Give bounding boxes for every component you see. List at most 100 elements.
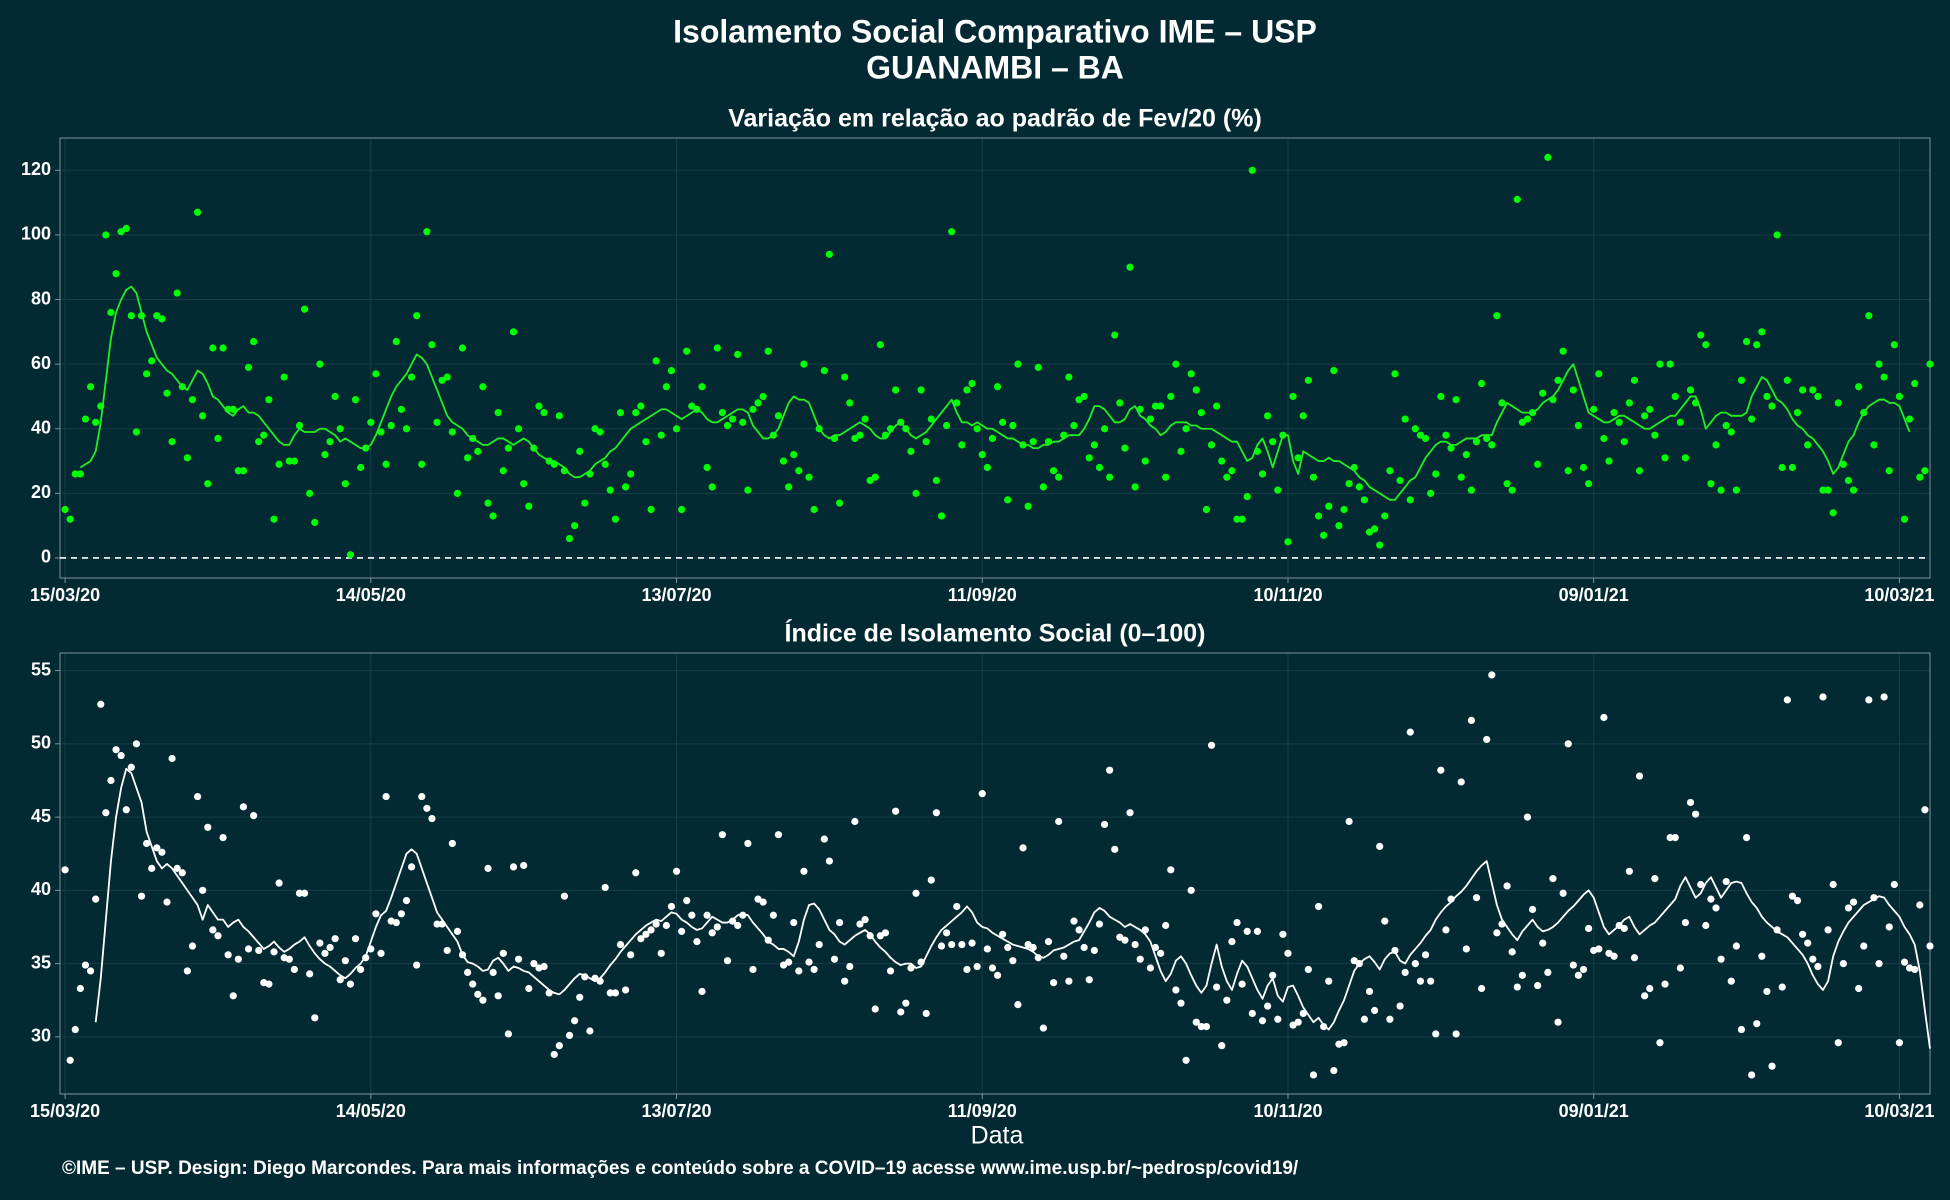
data-point [1248,166,1256,174]
data-point [234,955,242,963]
data-point [509,328,518,336]
data-point [525,502,533,510]
data-point [1095,463,1104,472]
data-point [143,370,151,378]
data-point [1814,392,1822,401]
x-tick-label: 10/03/21 [1864,585,1934,605]
data-point [1141,457,1149,465]
data-point [1167,866,1175,874]
data-point [1238,515,1246,523]
data-point [1126,263,1134,271]
data-point [576,993,584,1001]
data-point [509,863,518,871]
data-point [683,347,691,355]
chart-subtitle: GUANAMBI – BA [866,49,1124,85]
data-point [1579,463,1588,472]
data-point [1320,1023,1328,1031]
data-point [1737,1025,1746,1034]
data-point [657,431,665,439]
data-point [351,935,360,943]
data-point [1559,889,1567,897]
data-point [520,480,528,488]
x-tick-label: 14/05/20 [336,585,406,605]
y-tick-label: 0 [41,547,51,567]
data-point [1799,930,1807,938]
data-point [499,949,507,957]
data-point [1238,980,1246,988]
data-point [1799,386,1807,394]
data-point [392,918,400,927]
data-point [81,415,90,423]
data-point [667,902,676,911]
data-point [841,977,849,985]
data-point [988,964,997,972]
data-point [306,970,314,978]
data-point [122,224,130,233]
data-point [1732,486,1740,494]
data-point [1488,671,1496,679]
data-point [244,945,253,953]
data-point [479,383,487,391]
data-point [458,344,467,352]
data-point [1692,810,1700,818]
data-point [876,341,884,349]
data-point [76,984,84,993]
data-point [1065,373,1073,381]
data-point [1875,960,1883,968]
data-point [1009,421,1017,430]
data-point [1498,399,1506,407]
data-point [968,939,976,947]
x-tick-label: 10/11/20 [1253,1101,1322,1121]
data-point [260,431,268,439]
data-point [280,373,288,381]
data-point [800,360,808,368]
data-point [1717,955,1725,963]
data-point [1595,945,1603,953]
data-point [1630,376,1639,384]
data-point [1819,693,1827,701]
data-point [1900,958,1909,966]
data-point [1106,766,1114,774]
data-point [688,911,696,919]
data-point [1666,834,1674,842]
panel-title: Variação em relação ao padrão de Fev/20 … [728,105,1262,133]
data-point [978,790,986,798]
data-point [1681,918,1690,927]
data-point [1758,952,1766,960]
data-point [1345,817,1353,826]
chart-title: Isolamento Social Comparativo IME – USP [673,13,1317,49]
data-point [540,408,548,417]
data-point [1722,421,1730,430]
data-point [1783,696,1791,704]
data-point [621,986,630,994]
data-point [1697,331,1705,339]
data-point [413,961,421,969]
y-tick-label: 40 [31,417,51,437]
data-point [1829,880,1837,889]
data-point [1860,942,1868,950]
data-point [489,968,497,976]
data-point [1788,463,1797,472]
data-point [1330,1066,1338,1075]
data-point [1875,360,1883,368]
data-point [1223,996,1231,1004]
data-point [300,305,309,313]
data-point [1783,376,1791,384]
data-point [433,418,441,426]
data-point [815,940,823,949]
data-point [1452,1030,1460,1038]
x-tick-label: 14/05/20 [336,1101,406,1121]
data-point [1172,986,1180,994]
data-point [698,383,706,391]
data-point [1671,392,1679,401]
data-point [377,949,385,957]
data-point [244,363,253,371]
data-point [1090,946,1098,955]
data-point [718,831,726,839]
data-point [1472,894,1481,902]
data-point [1727,977,1735,985]
data-point [1009,957,1017,965]
data-point [1656,360,1664,368]
data-point [1095,920,1104,928]
data-point [1768,402,1776,410]
